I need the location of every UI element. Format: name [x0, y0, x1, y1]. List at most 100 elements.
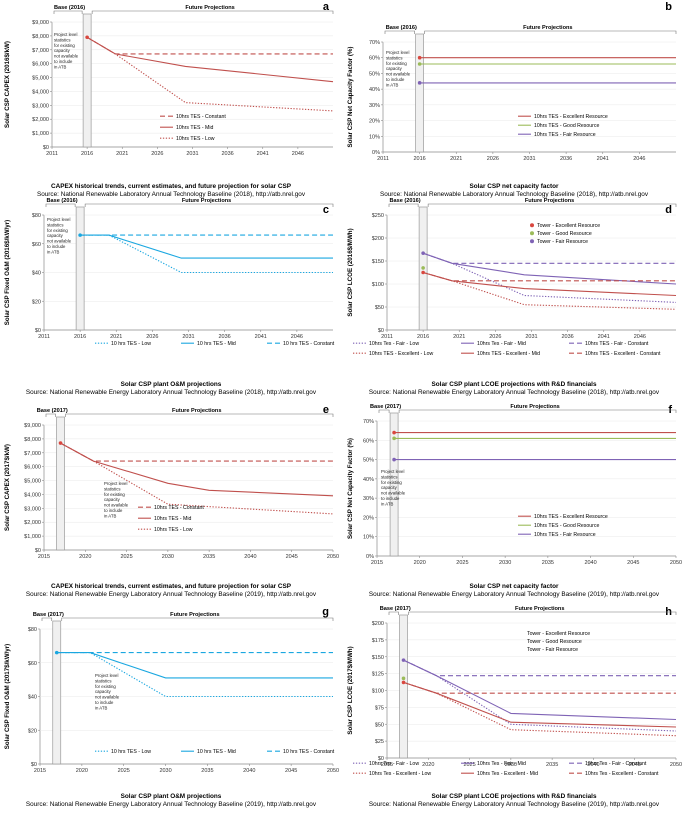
legend-label-f-1: 10hrs TES - Good Resource: [534, 523, 599, 529]
x-tick-label-f: 2030: [499, 560, 511, 566]
note-line-e: to include: [104, 508, 123, 513]
chart-svg-c: c $0 $20 $40 $60 $80 2011 2016 2021 2026 2031 2036 2…: [4, 198, 335, 347]
x-tick-label-e: 2015: [38, 554, 50, 560]
x-tick-label-b: 2026: [487, 156, 499, 162]
x-tick-label-c: 2011: [38, 334, 50, 340]
y-tick-label-b: 60%: [369, 56, 380, 62]
chart-title-g: Solar CSP plant O&M projections: [120, 793, 222, 800]
series-line-d-0: [422, 252, 677, 303]
future-brace-c: [84, 203, 334, 207]
base-brace-e: [45, 413, 56, 417]
y-tick-label-a: $7,000: [32, 48, 49, 54]
x-tick-label-b: 2016: [414, 156, 426, 162]
y-axis-label-d: Solar CSP LCOE (2016$/MWh): [347, 228, 354, 316]
y-tick-label-e: $2,000: [24, 520, 41, 526]
note-line-f: Project level: [381, 469, 404, 474]
base-label-b: Base (2016): [386, 25, 417, 31]
series-line-e-0: [60, 442, 333, 462]
x-tick-label-g: 2040: [243, 768, 255, 774]
y-axis-label-e: Solar CSP CAPEX (2017$/kW): [4, 444, 11, 531]
note-line-f: in ATB: [381, 501, 393, 506]
base-year-bar-c: [75, 206, 85, 331]
x-tick-label-e: 2040: [244, 554, 256, 560]
y-tick-label-h: $100: [372, 689, 384, 695]
x-tick-label-f: 2015: [371, 560, 383, 566]
legend-label-e-1: 10hrs TES - Mid: [154, 516, 191, 522]
marker-swatch-d-0: [530, 223, 534, 228]
y-tick-label-h: $0: [378, 756, 384, 762]
base-year-bar-e: [56, 416, 65, 551]
future-label-b: Future Projections: [523, 25, 572, 31]
base-label-a: Base (2016): [54, 5, 85, 11]
series-line-h-1: [403, 659, 677, 721]
legend-label-g-1: 10 hrs TES - Mid: [197, 749, 236, 755]
x-tick-label-g: 2020: [76, 768, 88, 774]
data-point-b-2: [417, 81, 422, 85]
series-line-c-1: [80, 234, 333, 259]
y-tick-label-f: 60%: [363, 438, 374, 444]
x-tick-label-h: 2020: [422, 762, 434, 768]
x-tick-label-b: 2031: [523, 156, 535, 162]
base-brace-b: [384, 30, 415, 34]
y-tick-label-h: $125: [372, 672, 384, 678]
y-tick-label-a: $1,000: [32, 131, 49, 137]
marker-label-h-2: Tower - Fair Resource: [527, 647, 578, 653]
x-tick-label-b: 2046: [633, 156, 645, 162]
series-line-h-4: [403, 681, 677, 728]
legend-label-b-1: 10hrs TES - Good Resource: [534, 123, 599, 129]
base-label-c: Base (2016): [47, 198, 78, 204]
y-tick-label-h: $25: [375, 739, 384, 745]
y-tick-label-c: $60: [32, 242, 41, 248]
data-point-g-0: [54, 650, 59, 655]
note-line-c: not available: [47, 239, 72, 244]
y-tick-label-b: 20%: [369, 119, 380, 125]
y-tick-label-d: $0: [378, 328, 384, 334]
chart-title-d: Solar CSP plant LCOE projections with R&…: [431, 381, 597, 388]
y-tick-label-g: $40: [28, 695, 37, 701]
legend-label-f-2: 10hrs TES - Fair Resource: [534, 532, 596, 538]
panel-letter-d: d: [665, 204, 672, 216]
legend-label-d-5: 10hrs TES - Excellent - Constant: [585, 351, 661, 357]
note-line-a: statistics: [54, 37, 70, 42]
x-tick-label-f: 2020: [414, 560, 426, 566]
base-brace-h: [388, 611, 399, 615]
y-tick-label-f: 10%: [363, 535, 374, 541]
legend-label-a-1: 10hrs TES - Mid: [176, 125, 213, 131]
chart-title-f: Solar CSP net capacity factor: [469, 583, 559, 590]
x-tick-label-c: 2021: [110, 334, 122, 340]
x-tick-label-g: 2015: [34, 768, 46, 774]
x-tick-label-h: 2015: [381, 762, 393, 768]
y-tick-label-e: $5,000: [24, 479, 41, 485]
y-tick-label-h: $75: [375, 705, 384, 711]
legend-label-f-0: 10hrs TES - Excellent Resource: [534, 514, 608, 520]
y-tick-label-e: $1,000: [24, 534, 41, 540]
legend-label-a-0: 10hrs TES - Constant: [176, 114, 226, 120]
legend-label-d-0: 10hrs Tes - Fair - Low: [369, 341, 419, 347]
x-tick-label-e: 2035: [203, 554, 215, 560]
note-line-f: not available: [381, 491, 406, 496]
x-tick-label-b: 2011: [377, 156, 389, 162]
caption-f: Solar CSP net capacity factor Source: Na…: [343, 583, 685, 599]
series-line-h-5: [403, 681, 676, 694]
y-tick-label-e: $3,000: [24, 506, 41, 512]
base-year-bar-b: [415, 33, 424, 153]
y-tick-label-e: $0: [35, 548, 41, 554]
legend-label-h-1: 10hrs Tes - Fair - Mid: [477, 761, 526, 767]
future-brace-e: [65, 413, 334, 417]
x-tick-label-b: 2036: [560, 156, 572, 162]
x-tick-label-f: 2045: [627, 560, 639, 566]
x-tick-label-h: 2040: [587, 762, 599, 768]
chart-svg-a: a $0 $1,000 $2,000 $3,000 $4,000 $5,000 $6,000 $…: [4, 1, 334, 157]
marker-swatch-d-1: [530, 231, 534, 236]
x-tick-label-f: 2050: [670, 560, 682, 566]
legend-label-d-1: 10hrs Tes - Fair - Mid: [477, 341, 526, 347]
y-axis-label-c: Solar CSP Fixed O&M (2016$/kW/yr): [4, 220, 11, 325]
note-line-g: to include: [95, 700, 114, 705]
marker-swatch-d-2: [530, 239, 534, 244]
legend-label-g-0: 10 hrs TES - Low: [111, 749, 151, 755]
note-line-e: Project level: [104, 481, 127, 486]
y-tick-label-d: $200: [372, 236, 384, 242]
future-label-e: Future Projections: [172, 408, 221, 414]
x-tick-label-c: 2041: [255, 334, 267, 340]
panel-g: g $0 $20 $40 $60 $80 2015 2020 2025 2030 2035 2040 2…: [0, 605, 342, 813]
